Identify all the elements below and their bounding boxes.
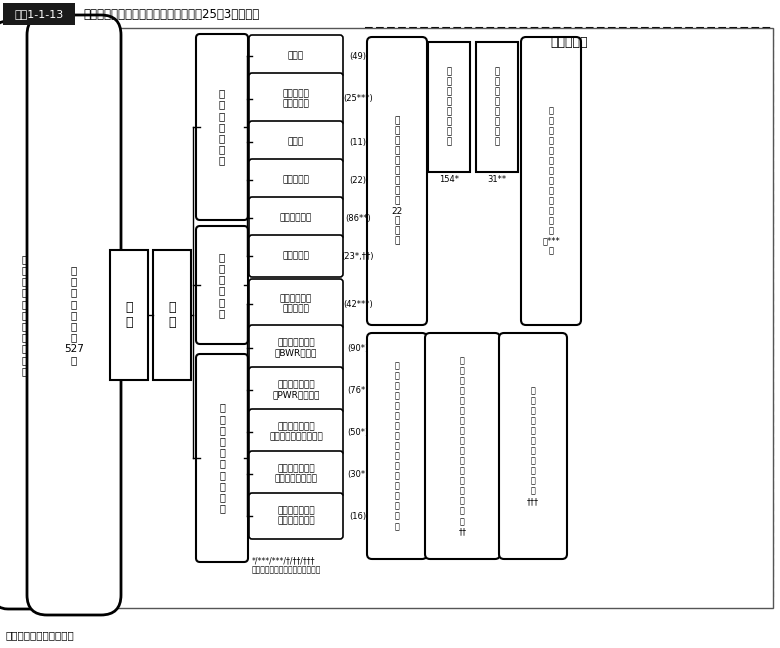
Text: 技術基盤課: 技術基盤課 — [282, 176, 310, 185]
Text: (23*,††): (23*,††) — [342, 251, 374, 260]
FancyBboxPatch shape — [249, 451, 343, 497]
Text: (50*): (50*) — [347, 428, 369, 437]
Text: 安全規制管理官
（BWR担当）: 安全規制管理官 （BWR担当） — [275, 338, 317, 358]
FancyBboxPatch shape — [249, 197, 343, 239]
Bar — [153, 250, 191, 380]
Text: 地方の体制: 地方の体制 — [550, 36, 588, 49]
Text: (30*): (30*) — [347, 470, 369, 478]
Text: それぞれ地方の定員を内数に含む: それぞれ地方の定員を内数に含む — [252, 565, 321, 574]
Text: 政策評価・
広聴広報課: 政策評価・ 広聴広報課 — [282, 89, 310, 108]
Bar — [428, 42, 470, 172]
Text: (25***): (25***) — [343, 95, 373, 104]
FancyBboxPatch shape — [196, 34, 248, 220]
Text: 原子力防災課: 原子力防災課 — [280, 213, 312, 222]
Text: (22): (22) — [349, 176, 367, 185]
Text: 国際課: 国際課 — [288, 137, 304, 146]
Text: 出典：原子力規制庁資料: 出典：原子力規制庁資料 — [5, 630, 74, 640]
Text: 緊
急
事
態
対
策
監: 緊 急 事 態 対 策 監 — [219, 88, 225, 166]
Text: 放射線対策・
保障措置課: 放射線対策・ 保障措置課 — [280, 294, 312, 314]
FancyBboxPatch shape — [249, 493, 343, 539]
Text: 監視情報課: 監視情報課 — [282, 251, 310, 260]
FancyBboxPatch shape — [249, 159, 343, 201]
FancyBboxPatch shape — [249, 121, 343, 163]
Text: 六
ヶ
所
保
障
措
置
セ
ン
タ
ー
†††: 六 ヶ 所 保 障 措 置 セ ン タ ー ††† — [527, 386, 539, 506]
Bar — [476, 42, 518, 172]
Text: (76*): (76*) — [347, 386, 369, 395]
Bar — [3, 28, 773, 608]
Text: (90*): (90*) — [347, 343, 369, 353]
Text: 154*: 154* — [439, 176, 459, 185]
Text: 総務課: 総務課 — [288, 51, 304, 60]
Text: 次
長: 次 長 — [168, 301, 176, 329]
Text: 図表1-1-13: 図表1-1-13 — [14, 9, 64, 19]
Text: (11): (11) — [349, 137, 367, 146]
FancyBboxPatch shape — [27, 15, 121, 615]
FancyBboxPatch shape — [249, 73, 343, 125]
Text: 原
子
力
防
災
専
門
官: 原 子 力 防 災 専 門 官 — [495, 67, 499, 146]
FancyBboxPatch shape — [367, 37, 427, 325]
FancyBboxPatch shape — [249, 409, 343, 455]
FancyBboxPatch shape — [249, 279, 343, 329]
FancyBboxPatch shape — [499, 333, 567, 559]
Text: */***/***/†/††/†††: */***/***/†/††/††† — [252, 556, 315, 565]
Text: 地
方
放
射
線
モ
ニ
タ
リ
ン
グ
対
策
官
（
３
）: 地 方 放 射 線 モ ニ タ リ ン グ 対 策 官 （ ３ ） — [395, 361, 399, 531]
FancyBboxPatch shape — [249, 325, 343, 371]
Text: (86**): (86**) — [345, 213, 370, 222]
Text: 長
官: 長 官 — [126, 301, 133, 329]
FancyBboxPatch shape — [367, 333, 427, 559]
Bar — [3, 3, 75, 25]
Text: 原
子
力
規
制
委
員
会
（
５
）: 原 子 力 規 制 委 員 会 （ ５ ） — [22, 254, 28, 376]
FancyBboxPatch shape — [0, 21, 56, 609]
FancyBboxPatch shape — [425, 333, 500, 559]
Text: 31**: 31** — [488, 176, 506, 185]
FancyBboxPatch shape — [249, 35, 343, 77]
Text: 原子力規制委員会の組織・定員（平成25年3月現在）: 原子力規制委員会の組織・定員（平成25年3月現在） — [83, 8, 259, 21]
Bar — [110, 250, 148, 380]
FancyBboxPatch shape — [249, 367, 343, 413]
Text: 原
子
力
規
制
事
務
所
（
22
カ
所
）: 原 子 力 規 制 事 務 所 （ 22 カ 所 ） — [392, 116, 402, 246]
Text: 原
子
力
保
安
検
査
官: 原 子 力 保 安 検 査 官 — [446, 67, 452, 146]
Text: (42***): (42***) — [343, 299, 373, 308]
Text: 原
子
力
規
制
庁
（
527
）: 原 子 力 規 制 庁 （ 527 ） — [64, 265, 84, 365]
FancyBboxPatch shape — [196, 226, 248, 344]
Text: 安全規制管理官
（試験研究炉等担当）: 安全規制管理官 （試験研究炉等担当） — [269, 422, 323, 441]
FancyBboxPatch shape — [196, 354, 248, 562]
FancyBboxPatch shape — [521, 37, 581, 325]
Text: (16): (16) — [349, 511, 367, 520]
FancyBboxPatch shape — [249, 235, 343, 277]
Text: 横
須
賀
原
子
力
艦
モ
ニ
タ
リ
ン
グ
セ
ン
タ
ー
††: 横 須 賀 原 子 力 艦 モ ニ タ リ ン グ セ ン タ ー †† — [459, 356, 466, 536]
Text: 原
子
力
地
域
安
全
総
括
官: 原 子 力 地 域 安 全 総 括 官 — [219, 402, 225, 513]
Text: 地
域
原
子
力
安
全
連
絡
調
整
官
（
５***
）: 地 域 原 子 力 安 全 連 絡 調 整 官 （ ５*** ） — [542, 106, 560, 256]
Text: 安全規制管理官
（地震等担当）: 安全規制管理官 （地震等担当） — [277, 507, 315, 526]
Text: 安全規制管理官
（廃棄物等担当）: 安全規制管理官 （廃棄物等担当） — [275, 465, 317, 483]
Text: (49): (49) — [349, 51, 367, 60]
Text: 安全規制管理官
（PWR等担当）: 安全規制管理官 （PWR等担当） — [272, 380, 320, 400]
Text: 審
議
官
（
３
）: 審 議 官 （ ３ ） — [219, 252, 225, 318]
Bar — [365, 28, 773, 596]
